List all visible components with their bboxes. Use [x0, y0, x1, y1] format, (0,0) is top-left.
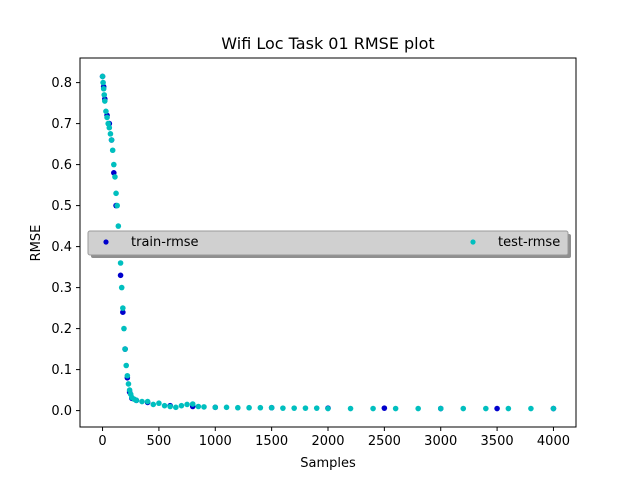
- test-rmse-point: [437, 405, 444, 412]
- test-rmse-point: [139, 398, 145, 405]
- test-rmse-point: [302, 405, 309, 411]
- x-tick-label: 0: [98, 434, 106, 449]
- test-rmse-point: [100, 79, 106, 86]
- test-rmse-point: [103, 108, 109, 115]
- test-rmse-point: [124, 372, 131, 379]
- y-tick-label: 0.7: [51, 117, 72, 132]
- test-rmse-point: [144, 398, 151, 405]
- train-rmse-point: [494, 405, 500, 412]
- test-rmse-point: [118, 284, 125, 291]
- y-tick-label: 0.2: [51, 322, 72, 337]
- test-rmse-point: [268, 404, 275, 411]
- legend-marker-test-rmse: [470, 239, 476, 245]
- test-rmse-point: [189, 401, 196, 407]
- test-rmse-point: [133, 397, 140, 404]
- y-tick-label: 0.5: [51, 199, 72, 214]
- y-tick-label: 0.3: [51, 281, 72, 296]
- test-rmse-point: [347, 405, 354, 412]
- legend-marker-train-rmse: [103, 239, 109, 245]
- test-rmse-point: [108, 137, 115, 143]
- test-rmse-point: [325, 405, 331, 412]
- test-rmse-point: [161, 402, 168, 409]
- test-rmse-point: [99, 73, 106, 80]
- plot-frame: [79, 57, 577, 428]
- test-rmse-point: [122, 346, 128, 352]
- test-rmse-point: [223, 404, 230, 411]
- test-rmse-point: [120, 305, 126, 311]
- test-rmse-point: [173, 404, 179, 411]
- test-rmse-point: [201, 404, 207, 410]
- test-rmse-point: [505, 405, 512, 412]
- test-rmse-point: [167, 403, 173, 410]
- test-rmse-point: [460, 405, 467, 412]
- axis-ticks: 0 500 1000 1500 2000 2500 3000 3500 4000 0.0 0.1 0.…: [51, 76, 570, 449]
- test-rmse-point: [115, 223, 122, 229]
- test-rmse-point: [114, 202, 120, 209]
- train-rmse-point: [381, 405, 388, 411]
- legend-label-test-rmse: test-rmse: [498, 235, 560, 250]
- test-rmse-point: [150, 401, 157, 408]
- x-tick-label: 2500: [368, 434, 401, 449]
- test-rmse-point: [370, 405, 376, 412]
- test-rmse-point: [235, 404, 241, 411]
- test-rmse-point: [528, 405, 534, 412]
- test-rmse-point: [246, 404, 252, 411]
- test-rmse-point: [111, 161, 117, 168]
- chart-title: Wifi Loc Task 01 RMSE plot: [221, 34, 434, 53]
- x-tick-label: 1000: [199, 434, 232, 449]
- test-rmse-point: [117, 260, 124, 266]
- y-tick-label: 0.0: [51, 404, 72, 419]
- test-rmse-point: [212, 404, 219, 411]
- test-rmse-point: [113, 190, 119, 197]
- test-rmse-point: [125, 381, 132, 387]
- test-rmse-point: [123, 362, 130, 369]
- x-tick-label: 4000: [537, 434, 570, 449]
- y-tick-label: 0.6: [51, 158, 72, 173]
- test-rmse-point: [184, 401, 190, 408]
- y-tick-label: 0.1: [51, 363, 72, 378]
- test-rmse-point: [415, 405, 421, 412]
- test-rmse-point: [104, 114, 110, 121]
- x-axis-label: Samples: [300, 456, 356, 471]
- x-tick-label: 3000: [424, 434, 457, 449]
- x-tick-label: 3500: [481, 434, 514, 449]
- test-rmse-point: [280, 405, 286, 411]
- test-rmse-point: [392, 405, 399, 412]
- test-rmse-point: [112, 174, 118, 180]
- legend-box: [87, 230, 569, 256]
- test-rmse-point: [156, 400, 162, 407]
- x-tick-label: 500: [146, 434, 171, 449]
- test-rmse-point: [178, 402, 185, 409]
- test-rmse-point: [107, 131, 114, 137]
- test-rmse-point: [291, 405, 297, 411]
- legend: train-rmse test-rmse: [87, 230, 571, 258]
- test-rmse-point: [257, 404, 264, 411]
- test-rmse-point: [313, 405, 320, 411]
- test-rmse-point: [483, 405, 489, 412]
- test-rmse-point: [101, 92, 108, 98]
- test-rmse-point: [102, 98, 108, 104]
- train-rmse-point: [120, 309, 126, 316]
- test-rmse-point: [195, 403, 202, 410]
- y-tick-label: 0.8: [51, 76, 72, 91]
- x-tick-label: 2000: [311, 434, 344, 449]
- y-tick-label: 0.4: [51, 240, 72, 255]
- x-tick-label: 1500: [255, 434, 288, 449]
- test-rmse-point: [109, 147, 116, 154]
- test-rmse-point: [550, 405, 557, 412]
- test-rmse-point: [106, 124, 113, 131]
- test-rmse-point: [100, 85, 107, 92]
- y-axis-label: RMSE: [29, 225, 44, 262]
- train-rmse-point: [117, 272, 124, 279]
- legend-label-train-rmse: train-rmse: [131, 235, 199, 250]
- test-rmse-point: [121, 325, 127, 332]
